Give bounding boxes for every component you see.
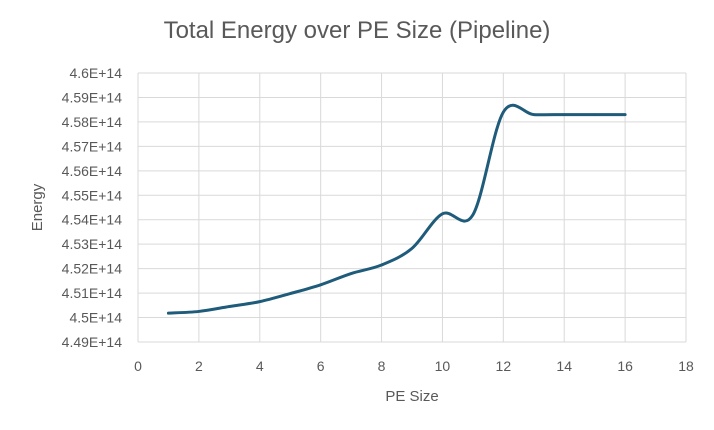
y-axis-title: Energy <box>29 183 46 231</box>
x-tick-label: 14 <box>556 358 572 374</box>
data-point <box>441 212 444 216</box>
data-point <box>623 113 627 116</box>
data-point <box>258 300 261 303</box>
x-tick-label: 6 <box>317 358 325 374</box>
y-tick-label: 4.6E+14 <box>69 65 122 81</box>
data-point <box>563 113 566 116</box>
x-tick-label: 4 <box>256 358 264 374</box>
data-point <box>532 113 535 116</box>
data-point <box>349 272 353 275</box>
data-point <box>167 311 170 315</box>
y-tick-label: 4.52E+14 <box>62 261 123 277</box>
y-tick-label: 4.54E+14 <box>62 212 123 228</box>
y-tick-label: 4.57E+14 <box>62 138 123 154</box>
x-tick-label: 8 <box>378 358 386 374</box>
y-tick-label: 4.51E+14 <box>62 285 123 301</box>
y-tick-label: 4.5E+14 <box>69 310 122 326</box>
data-point <box>228 305 231 308</box>
y-tick-label: 4.58E+14 <box>62 114 123 130</box>
x-tick-label: 18 <box>678 358 694 374</box>
x-axis-title: PE Size <box>385 388 438 405</box>
y-tick-label: 4.53E+14 <box>62 236 123 252</box>
x-tick-label: 12 <box>496 358 512 374</box>
data-point <box>410 247 414 250</box>
y-tick-label: 4.56E+14 <box>62 163 123 179</box>
y-tick-label: 4.49E+14 <box>62 334 123 350</box>
x-tick-label: 16 <box>617 358 633 374</box>
chart-title: Total Energy over PE Size (Pipeline) <box>163 17 551 44</box>
data-point <box>471 213 475 217</box>
data-point <box>593 113 596 116</box>
data-point <box>502 110 505 114</box>
data-point <box>319 283 322 286</box>
axes: 0 2 4 6 8 10 12 14 16 18 4.49E+14 4.5E+14 4.51E+14 4.… <box>62 65 694 374</box>
y-tick-label: 4.55E+14 <box>62 187 123 203</box>
data-point <box>289 292 292 295</box>
data-point <box>380 263 383 267</box>
x-tick-label: 2 <box>195 358 203 374</box>
x-tick-label: 10 <box>435 358 451 374</box>
x-tick-label: 0 <box>134 358 142 374</box>
gridlines <box>137 72 687 343</box>
data-point <box>197 310 201 313</box>
y-tick-label: 4.59E+14 <box>62 89 123 105</box>
series-layer <box>166 103 627 315</box>
series-line <box>166 103 627 315</box>
